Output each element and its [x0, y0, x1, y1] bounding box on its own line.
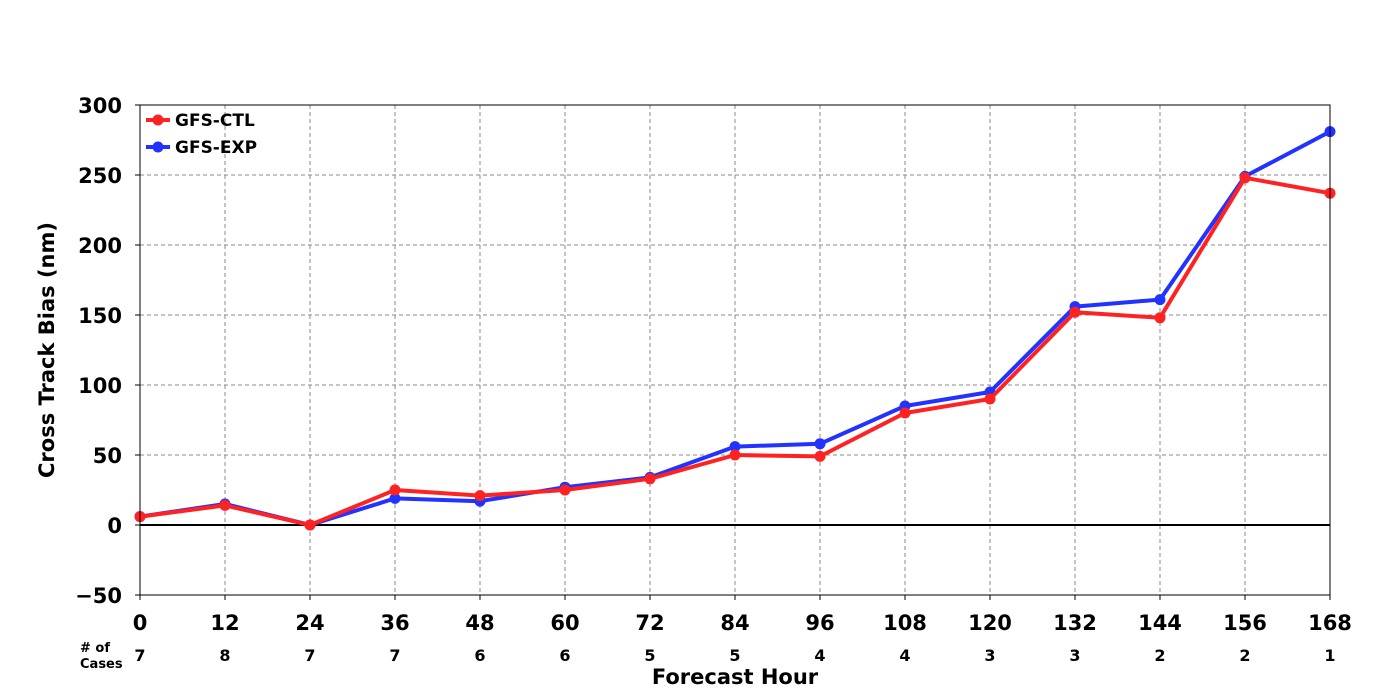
x-tick-label: 60 [550, 611, 579, 635]
x-tick-label: 0 [133, 611, 148, 635]
y-tick-label: 0 [107, 514, 122, 538]
legend-item: GFS-EXP [146, 138, 257, 158]
y-tick-label: 200 [78, 234, 122, 258]
case-count: 4 [899, 646, 910, 665]
x-tick-label: 108 [883, 611, 927, 635]
data-point [1154, 312, 1166, 324]
x-tick-label: 84 [720, 611, 749, 635]
data-point [304, 519, 316, 531]
cases-label-line2: Cases [80, 657, 123, 672]
case-count: 8 [219, 646, 230, 665]
data-point [219, 499, 231, 511]
data-point [644, 473, 656, 485]
case-count: 7 [389, 646, 400, 665]
data-point [389, 492, 401, 504]
case-count: 4 [814, 646, 825, 665]
legend-label: GFS-EXP [175, 138, 257, 158]
case-count: 2 [1154, 646, 1165, 665]
x-axis-title: Forecast Hour [652, 665, 819, 689]
x-tick-label: 12 [210, 611, 239, 635]
legend: GFS-CTL GFS-EXP [146, 111, 257, 158]
legend-label: GFS-CTL [175, 111, 255, 131]
data-point [984, 393, 996, 405]
case-count: 6 [559, 646, 570, 665]
y-tick-label: 150 [78, 304, 122, 328]
case-count: 3 [984, 646, 995, 665]
case-count: 6 [474, 646, 485, 665]
x-tick-label: 168 [1308, 611, 1352, 635]
data-point [1239, 172, 1251, 184]
x-tick-label: 24 [295, 611, 324, 635]
case-count: 7 [304, 646, 315, 665]
series-group [134, 126, 1336, 531]
case-count: 2 [1239, 646, 1250, 665]
data-point [559, 484, 571, 496]
x-tick-label: 48 [465, 611, 494, 635]
cases-label-line1: # of [80, 641, 110, 656]
data-point [814, 438, 826, 450]
case-count: 3 [1069, 646, 1080, 665]
legend-swatch-marker [152, 114, 164, 126]
data-point [729, 449, 741, 461]
x-tick-labels: 0 12 24 36 48 60 72 84 96 108 120 132 144 156 168 [133, 595, 1352, 635]
cases-row: # of Cases 7 8 7 7 6 6 5 5 4 4 3 3 2 2 1 [80, 641, 1336, 672]
data-point [899, 407, 911, 419]
data-point [1069, 306, 1081, 318]
data-point [474, 490, 486, 502]
case-count: 7 [134, 646, 145, 665]
legend-swatch-marker [152, 141, 164, 153]
y-tick-labels: −50 0 50 100 150 200 250 300 [75, 94, 140, 608]
y-tick-label: 100 [78, 374, 122, 398]
case-count: 5 [729, 646, 740, 665]
x-tick-label: 156 [1223, 611, 1267, 635]
x-tick-label: 96 [805, 611, 834, 635]
x-tick-label: 72 [635, 611, 664, 635]
data-point [389, 484, 401, 496]
y-tick-label: 50 [93, 444, 122, 468]
y-tick-label: −50 [75, 584, 122, 608]
y-tick-label: 250 [78, 164, 122, 188]
data-point [1154, 294, 1166, 306]
x-tick-label: 144 [1138, 611, 1182, 635]
x-tick-label: 120 [968, 611, 1012, 635]
data-point [814, 450, 826, 462]
x-tick-label: 36 [380, 611, 409, 635]
data-point [729, 441, 741, 453]
legend-item: GFS-CTL [146, 111, 255, 131]
case-count: 5 [644, 646, 655, 665]
x-tick-label: 132 [1053, 611, 1097, 635]
y-axis-title: Cross Track Bias (nm) [35, 222, 59, 478]
case-count: 1 [1324, 646, 1335, 665]
y-tick-label: 300 [78, 94, 122, 118]
